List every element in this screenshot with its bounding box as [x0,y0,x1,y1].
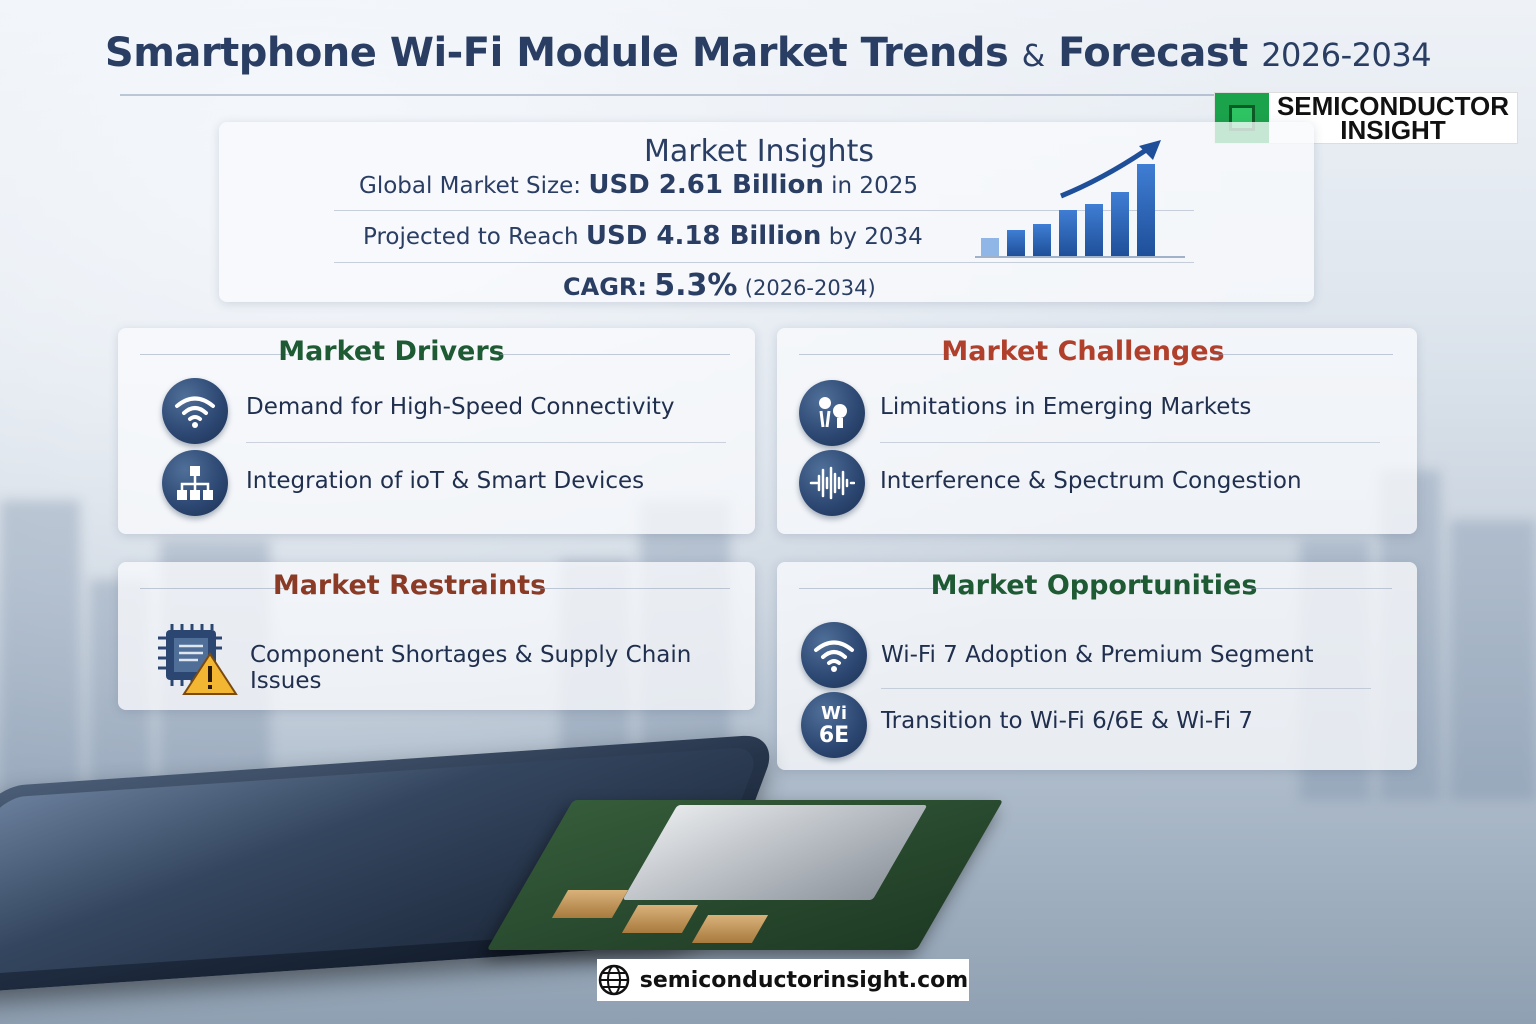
cagr-label: CAGR: [563,273,647,301]
market-challenges-panel: Market Challenges Limitations in Emergin… [777,328,1417,534]
growth-bar-chart-icon [975,140,1185,258]
wifi-6e-badge-line-1: Wi [820,703,848,724]
projection-suffix: by 2034 [828,224,923,250]
opportunities-item-1: Wi-Fi 7 Adoption & Premium Segment [881,642,1314,668]
market-opportunities-panel: Market Opportunities Wi-Fi 7 Adoption & … [777,562,1417,770]
challenges-item-2: Interference & Spectrum Congestion [880,468,1302,494]
opportunities-title: Market Opportunities [930,570,1258,601]
network-nodes-icon [162,450,228,516]
chip-warning-icon [158,624,238,695]
market-size-value: USD 2.61 Billion [588,170,824,200]
wifi-icon [801,622,867,688]
website-footer-badge[interactable]: semiconductorinsight.com [597,959,969,1001]
opportunities-item-divider [881,688,1371,689]
page-title: Smartphone Wi-Fi Module Market Trends & … [0,30,1536,76]
logo-line-2: INSIGHT [1340,115,1446,145]
drivers-item-divider [246,442,726,443]
logo-text: SEMICONDUCTOR INSIGHT [1269,91,1517,145]
drivers-rule-right [500,354,730,355]
logo-line-1: SEMICONDUCTOR [1276,91,1510,121]
market-size-prefix: Global Market Size: [359,173,582,199]
restraints-title: Market Restraints [272,570,547,601]
market-drivers-panel: Market Drivers Demand for High-Speed Con… [118,328,755,534]
drivers-item-2: Integration of ioT & Smart Devices [246,468,645,494]
insights-title: Market Insights [644,134,874,169]
cagr-value: 5.3% [654,268,738,303]
projection-value: USD 4.18 Billion [585,221,822,251]
challenges-item-1: Limitations in Emerging Markets [880,394,1252,420]
wifi-6e-badge-line-2: 6E [818,723,850,748]
restraints-item-1: Component Shortages & Supply Chain Issue… [250,642,692,694]
challenges-item-divider [880,442,1380,443]
cagr-line: CAGR: 5.3% (2026-2034) [563,268,876,303]
market-insights-panel: Market Insights Global Market Size: USD … [219,122,1314,303]
restraints-rule-right [538,588,730,589]
website-url[interactable]: semiconductorinsight.com [639,967,969,993]
cagr-period: (2026-2034) [744,276,876,300]
title-divider [120,94,1420,96]
drivers-title: Market Drivers [278,336,505,367]
market-size-suffix: in 2025 [831,173,918,199]
opportunities-item-2: Transition to Wi-Fi 6/6E & Wi-Fi 7 [881,708,1254,734]
title-forecast: Forecast [1058,30,1248,76]
opportunities-rule-right [1247,588,1392,589]
title-years: 2026-2034 [1261,36,1432,74]
restraints-rule-left [140,588,290,589]
challenges-rule-right [1213,354,1393,355]
wifi-icon [162,378,228,444]
insights-divider-1 [334,210,1194,211]
wifi-6e-icon: Wi 6E [801,692,867,758]
drivers-rule-left [140,354,290,355]
projection-line: Projected to Reach USD 4.18 Billion by 2… [363,221,923,251]
signal-wave-icon [799,450,865,516]
lightbulb-people-icon [799,380,865,446]
challenges-title: Market Challenges [941,336,1225,367]
insights-divider-2 [334,262,1194,263]
title-amp: & [1021,39,1045,74]
opportunities-rule-left [799,588,949,589]
market-size-line: Global Market Size: USD 2.61 Billion in … [359,170,918,200]
drivers-item-1: Demand for High-Speed Connectivity [246,394,675,420]
market-restraints-panel: Market Restraints Component Shortages & … [118,562,755,710]
challenges-rule-left [799,354,951,355]
projection-prefix: Projected to Reach [363,224,579,250]
globe-icon [598,964,630,996]
title-main: Smartphone Wi-Fi Module Market Trends [104,30,1009,76]
